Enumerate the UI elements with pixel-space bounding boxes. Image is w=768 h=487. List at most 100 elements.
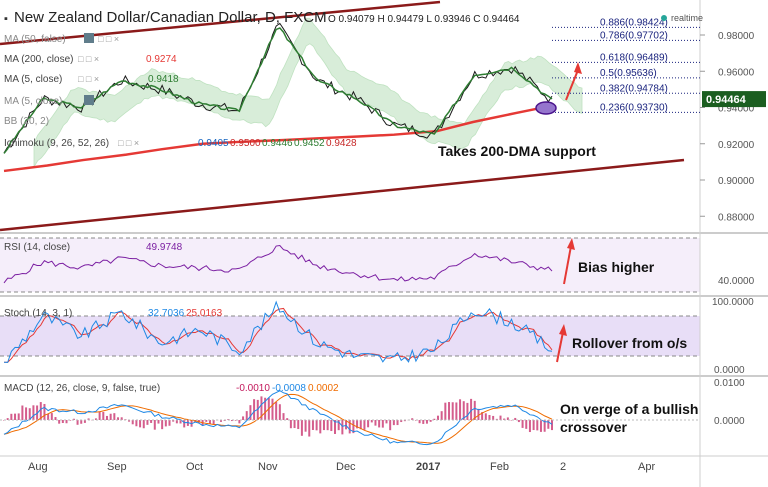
ichimoku-value-2: 0.9500 [230,138,261,149]
legend-ma200[interactable]: MA (200, close) □ □ × 0.9274 [4,54,177,65]
price-tick-label: 0.98000 [718,31,755,42]
fibonacci-levels[interactable]: 0.886(0.98424) 0.786(0.97702) 0.618(0.9648… [552,17,700,113]
legend-ichimoku-controls-icon[interactable]: □ □ × [118,138,139,148]
current-price-tag: 0.94464 [702,91,766,108]
macd-histogram-bar [264,397,267,420]
macd-histogram-bar [10,413,13,420]
legend-rsi-label[interactable]: RSI (14, close) [4,242,70,253]
price-tick-label: 0.92000 [718,140,755,151]
legend-ma50[interactable]: MA (50, false) □ □ × [4,33,119,45]
time-axis-label: Nov [258,461,278,473]
legend-ma5-label: MA (5, close) [4,74,62,85]
legend-ma5[interactable]: MA (5, close) □ □ × 0.9418 [4,74,179,85]
time-axis-label: 2 [560,461,566,473]
macd-histogram-bar [300,420,303,436]
legend-stoch-k-value: 32.7036 [148,308,185,319]
channel-upper-line[interactable] [0,0,441,46]
rsi-panel[interactable] [0,238,700,292]
price-axis[interactable]: 0.98000 0.96000 0.94000 0.92000 0.90000 0.880… [700,31,755,223]
legend-macd-hist-value: -0.0010 [236,383,270,394]
macd-histogram-bar [539,420,542,432]
macd-histogram-bar [359,420,362,430]
stoch-line-layer [3,300,553,363]
macd-histogram-bar [69,420,72,421]
settings-icon[interactable] [84,33,94,43]
macd-histogram-bar [245,411,248,420]
macd-histogram-bar [212,420,215,425]
price-line [3,22,553,154]
macd-histogram-bar [219,420,222,422]
rsi-band [0,238,700,292]
macd-histogram-bar [80,420,83,424]
macd-histogram-bar [25,407,28,420]
macd-histogram-bar [348,420,351,434]
fib-level-label: 0.382(0.94784) [600,83,668,94]
annotation-macd-crossover: On verge of a bullish crossover [560,401,702,435]
macd-histogram-bar [17,413,20,420]
macd-histogram-bar [150,420,153,423]
macd-histogram-bar [231,420,234,422]
legend-ma5-controls-icon[interactable]: □ □ × [78,74,99,84]
macd-histogram-bar [433,418,436,420]
macd-histogram-bar [142,420,145,429]
fib-level-label: 0.886(0.98424) [600,17,668,28]
macd-histogram-bar [43,403,46,420]
rsi-line-layer [3,244,553,284]
macd-histogram-bar [153,420,156,430]
macd-histogram-bar [378,420,381,428]
channel-lower-line[interactable] [0,158,685,232]
macd-histogram-bar [525,420,528,429]
macd-histogram-bar [271,398,274,420]
macd-histogram-bar [275,401,278,420]
time-axis-label: 2017 [416,461,440,473]
eye-icon[interactable]: □ □ × [98,34,119,44]
macd-histogram-bar [278,404,281,420]
macd-histogram-bar [28,408,31,420]
legend-ma5b[interactable]: MA (5, close) [4,95,94,107]
time-axis-label: Aug [28,461,48,473]
fib-level-label: 0.618(0.96489) [600,52,668,63]
macd-layer [0,390,700,446]
macd-signal-line [3,393,553,444]
settings-icon-2[interactable] [84,95,94,105]
macd-histogram-bar [459,399,462,420]
legend-stoch-label[interactable]: Stoch (14, 3, 1) [4,308,72,319]
legend-macd-label[interactable]: MACD (12, 26, close, 9, false, true) [4,383,160,394]
macd-histogram-bar [381,420,384,428]
macd-histogram-bar [117,417,120,420]
macd-histogram-bar [72,418,75,420]
macd-histogram-bar [120,417,123,420]
legend-ma5-value: 0.9418 [148,74,179,85]
macd-histogram-bar [400,420,403,423]
macd-histogram-bar [521,420,524,428]
legend-ma200-controls-icon[interactable]: □ □ × [78,54,99,64]
macd-histogram-bar [308,420,311,437]
legend-ma50-label: MA (50, false) [4,34,66,45]
arrow-up-icon-rsi [563,238,575,285]
price-tick-label: 0.96000 [718,67,755,78]
symbol-badge-icon[interactable]: ▪ [4,13,8,25]
macd-histogram-bar [392,420,395,426]
macd-histogram-bar [146,420,149,425]
rsi-line [3,244,553,284]
macd-histogram-bar [289,420,292,429]
realtime-dot-icon [661,15,667,21]
macd-histogram-bar [528,420,531,433]
macd-histogram-bar [172,420,175,422]
macd-histogram-bar [462,401,465,420]
macd-histogram-bar [256,399,259,420]
legend-bb[interactable]: BB (20, 2) [4,116,49,127]
macd-histogram-bar [389,420,392,431]
macd-histogram-bar [414,420,417,421]
chart-title: New Zealand Dollar/Canadian Dollar, D, F… [14,9,327,26]
macd-histogram-bar [47,413,50,420]
time-axis-label: Apr [638,461,655,473]
macd-histogram-bar [238,420,241,424]
macd-histogram-bar [234,420,237,421]
time-axis[interactable]: Aug Sep Oct Nov Dec 2017 Feb 2 Apr [28,461,655,473]
stoch-panel[interactable] [0,316,700,356]
macd-histogram-bar [315,420,318,431]
price-tick-label: 0.94000 [718,104,755,115]
time-axis-label: Oct [186,461,203,473]
legend-ichimoku[interactable]: Ichimoku (9, 26, 52, 26) □ □ × 0.9405 0.… [4,138,357,149]
